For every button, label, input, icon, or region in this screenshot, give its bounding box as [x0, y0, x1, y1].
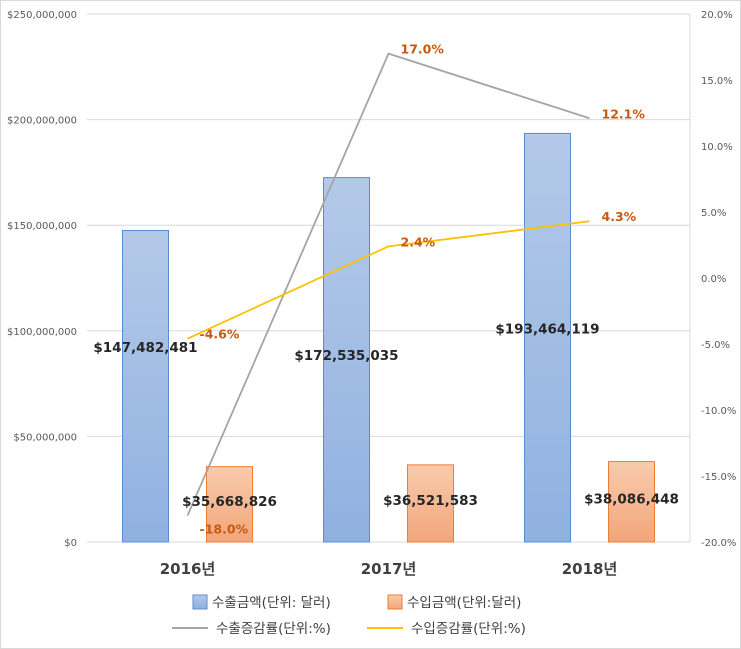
import-rate-label: 4.3% [602, 209, 637, 224]
legend-label: 수입금액(단위:달러) [407, 595, 521, 611]
export-bar [524, 132, 571, 543]
category-axis: 2016년 2017년 2018년 [160, 560, 618, 578]
category-label: 2018년 [562, 560, 618, 578]
category-label: 2017년 [361, 560, 417, 578]
left-axis: $0 $50,000,000 $100,000,000 $150,000,000 $20… [7, 10, 77, 549]
right-axis: -20.0% -15.0% -10.0% -5.0% 0.0% 5.0% 10.0% 15.0… [689, 10, 736, 549]
import-bar [407, 464, 454, 543]
export-bar [323, 177, 370, 543]
right-tick-label: 10.0% [701, 142, 733, 153]
right-tick-label: 5.0% [701, 208, 726, 219]
export-value-label: $172,535,035 [294, 348, 398, 364]
left-tick-label: $150,000,000 [7, 221, 77, 232]
left-tick-label: $250,000,000 [7, 10, 77, 21]
right-tick-label: 0.0% [701, 274, 726, 285]
right-tick-label: 15.0% [701, 76, 733, 87]
left-tick-label: $0 [64, 538, 77, 549]
export-bar [122, 230, 169, 543]
right-tick-label: 20.0% [701, 10, 733, 21]
left-tick-label: $200,000,000 [7, 116, 77, 127]
legend: 수출금액(단위: 달러) 수입금액(단위:달러) 수출증감률(단위:%) 수입증감률(… [172, 594, 526, 637]
gridlines [87, 13, 690, 543]
legend-label: 수출증감률(단위:%) [216, 621, 331, 637]
export-value-label: $147,482,481 [93, 340, 197, 356]
import-value-label: $38,086,448 [584, 491, 679, 507]
right-tick-label: -15.0% [701, 472, 736, 483]
import-rate-label: 2.4% [401, 234, 436, 249]
export-rate-label: 17.0% [401, 42, 445, 57]
import-value-label: $36,521,583 [383, 493, 478, 509]
left-tick-label: $50,000,000 [13, 432, 77, 443]
import-bar [608, 461, 655, 543]
legend-label: 수입증감률(단위:%) [411, 621, 526, 637]
bars [122, 132, 655, 543]
export-value-label: $193,464,119 [495, 322, 599, 338]
legend-label: 수출금액(단위: 달러) [212, 595, 331, 611]
export-rate-label: -18.0% [200, 522, 249, 537]
right-tick-label: -20.0% [701, 538, 736, 549]
legend-swatch [387, 594, 403, 610]
import-value-label: $35,668,826 [182, 494, 277, 510]
legend-swatch [192, 594, 208, 610]
import-bar [206, 466, 253, 543]
export-rate-label: 12.1% [602, 106, 646, 121]
right-tick-label: -5.0% [701, 340, 730, 351]
import-rate-line [187, 220, 590, 340]
category-label: 2016년 [160, 560, 216, 578]
lines [186, 52, 590, 516]
left-tick-label: $100,000,000 [7, 327, 77, 338]
import-rate-label: -4.6% [200, 327, 240, 342]
export-rate-line [186, 52, 590, 516]
data-labels: $147,482,481 $172,535,035 $193,464,119 $35,… [93, 42, 679, 537]
right-tick-label: -10.0% [701, 406, 736, 417]
